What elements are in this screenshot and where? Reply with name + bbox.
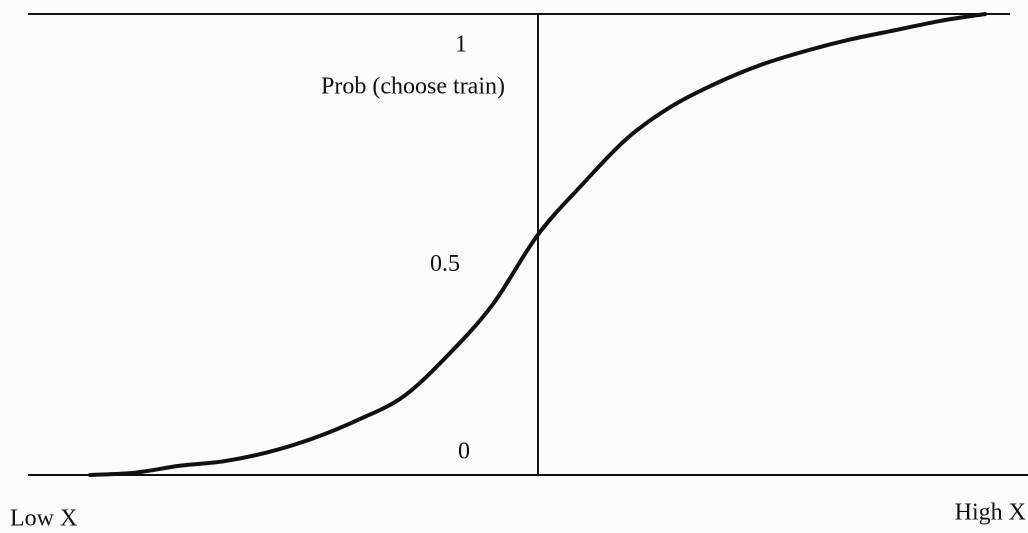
x-high-label: High X <box>955 500 1026 526</box>
y-axis-label: Prob (choose train) <box>321 74 505 100</box>
y-tick-label: 0 <box>458 439 470 465</box>
x-low-label: Low X <box>10 506 77 532</box>
y-tick-label: 1 <box>455 32 467 58</box>
y-tick-label: 0.5 <box>430 251 460 277</box>
curve <box>88 12 987 477</box>
